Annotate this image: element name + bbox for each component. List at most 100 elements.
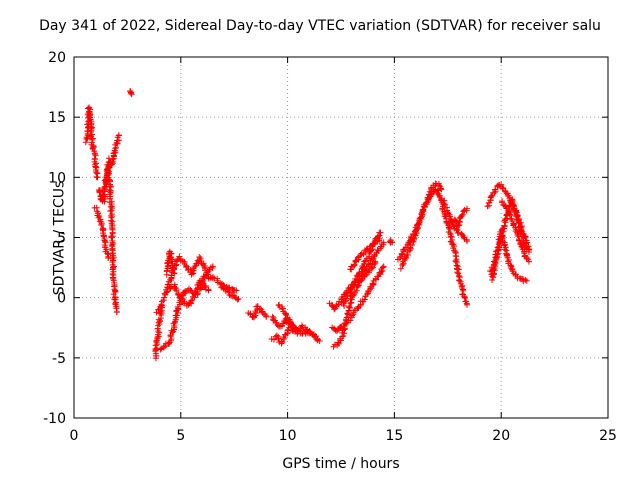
data-point: [456, 218, 463, 225]
data-point: [342, 320, 349, 327]
data-point: [234, 296, 241, 303]
data-point: [454, 269, 461, 276]
data-point: [455, 229, 462, 236]
data-point: [251, 313, 258, 320]
data-point: [459, 211, 466, 218]
data-point: [488, 192, 495, 199]
data-point: [160, 297, 167, 304]
data-point: [161, 294, 168, 301]
data-point: [105, 254, 112, 261]
data-point: [356, 269, 363, 276]
data-point: [191, 290, 198, 297]
y-axis-label: SDTVAR / TECUs: [51, 180, 68, 296]
data-point: [108, 217, 115, 224]
data-point: [93, 204, 100, 211]
data-point: [278, 338, 285, 345]
data-point: [108, 234, 115, 241]
data-point: [279, 305, 286, 312]
data-point: [340, 332, 347, 339]
data-point: [191, 264, 198, 271]
data-point: [461, 295, 468, 302]
chart-title: Day 341 of 2022, Sidereal Day-to-day VTE…: [39, 18, 601, 34]
data-point: [111, 296, 118, 303]
data-point: [84, 128, 91, 135]
data-point: [354, 254, 361, 261]
data-point: [418, 211, 425, 218]
plot-frame: [73, 56, 609, 419]
data-point: [89, 135, 96, 142]
data-point: [376, 235, 383, 242]
data-point: [209, 263, 216, 270]
data-point: [225, 284, 232, 291]
data-point: [87, 116, 94, 123]
data-point: [235, 295, 242, 302]
data-point: [507, 212, 514, 219]
data-point: [494, 251, 501, 258]
data-point: [513, 209, 520, 216]
data-point: [105, 170, 112, 177]
data-point: [456, 277, 463, 284]
data-point: [455, 270, 462, 277]
data-point: [490, 266, 497, 273]
data-point: [491, 261, 498, 268]
data-point: [516, 237, 523, 244]
data-point: [369, 280, 376, 287]
data-point: [450, 245, 457, 252]
data-point: [335, 340, 342, 347]
data-point: [346, 303, 353, 310]
data-point: [178, 295, 185, 302]
x-axis-label: GPS time / hours: [282, 456, 400, 472]
data-point: [518, 243, 525, 250]
data-point: [96, 189, 103, 196]
data-point: [152, 342, 159, 349]
data-point: [128, 91, 135, 98]
data-point: [106, 164, 113, 171]
data-point: [164, 281, 171, 288]
data-point: [115, 132, 122, 139]
data-point: [172, 284, 179, 291]
data-point: [437, 185, 444, 192]
data-point: [153, 337, 160, 344]
data-point: [164, 260, 171, 267]
data-point: [514, 231, 521, 238]
data-point: [464, 301, 471, 308]
data-point: [358, 266, 365, 273]
data-point: [397, 265, 404, 272]
data-point: [287, 318, 294, 325]
data-point: [368, 247, 375, 254]
data-point: [435, 182, 442, 189]
data-point: [514, 213, 521, 220]
x-tick-label: 0: [70, 428, 79, 444]
x-tick-label: 20: [492, 428, 510, 444]
x-tick-label: 15: [385, 428, 403, 444]
data-point: [380, 263, 387, 270]
data-point: [396, 255, 403, 262]
data-point: [196, 253, 203, 260]
data-point: [273, 332, 280, 339]
data-point: [337, 324, 344, 331]
data-point: [112, 300, 119, 307]
data-point: [104, 161, 111, 168]
data-point: [515, 220, 522, 227]
y-tick-label: -5: [52, 351, 66, 367]
data-point: [453, 226, 460, 233]
data-point: [488, 193, 495, 200]
data-point: [492, 254, 499, 261]
data-point: [316, 337, 323, 344]
data-point: [351, 261, 358, 268]
data-point: [293, 325, 300, 332]
y-tick-label: -10: [43, 411, 66, 427]
data-point: [343, 314, 350, 321]
data-point: [82, 139, 89, 146]
data-point: [282, 310, 289, 317]
data-point: [203, 272, 210, 279]
data-point: [161, 343, 168, 350]
data-point: [188, 297, 195, 304]
data-point: [379, 264, 386, 271]
data-point: [108, 241, 115, 248]
data-point: [448, 233, 455, 240]
data-point: [275, 336, 282, 343]
x-tick-label: 25: [599, 428, 617, 444]
data-point: [157, 346, 164, 353]
